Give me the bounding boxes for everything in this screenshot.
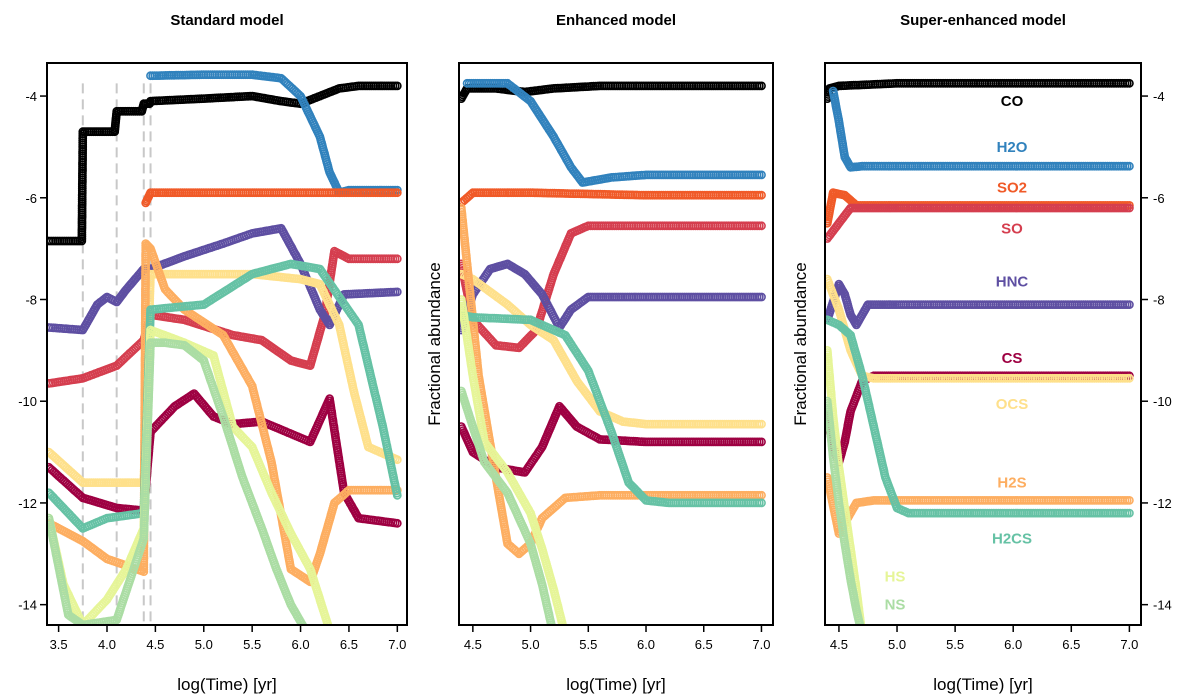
data-point	[392, 518, 402, 528]
series-so2	[459, 188, 766, 208]
series-co	[47, 81, 402, 246]
data-point	[306, 628, 313, 635]
data-point	[561, 630, 568, 637]
data-point	[561, 627, 568, 634]
data-point	[582, 293, 591, 303]
series-hnc	[47, 223, 402, 335]
y-tick-label: -12	[18, 496, 37, 511]
data-point	[757, 437, 766, 447]
data-point	[326, 627, 333, 634]
data-point	[757, 81, 766, 91]
x-tick-label: 5.0	[195, 637, 213, 652]
data-point	[302, 627, 309, 634]
series-ns	[459, 386, 556, 625]
series-cs	[459, 401, 766, 477]
series-so2	[141, 188, 402, 208]
series-ns	[47, 338, 323, 639]
data-point	[392, 254, 402, 264]
data-point	[757, 190, 766, 200]
series-so	[459, 221, 766, 353]
data-point	[392, 490, 402, 500]
data-point	[324, 621, 333, 625]
x-tick-label: 3.5	[50, 637, 68, 652]
x-tick-label: 5.5	[243, 637, 261, 652]
data-point	[299, 622, 308, 625]
data-point	[312, 630, 319, 637]
x-tick-label: 6.0	[292, 637, 310, 652]
data-point	[310, 629, 317, 636]
data-point	[314, 631, 321, 638]
data-point	[392, 188, 402, 198]
series-hs	[459, 295, 569, 639]
data-point	[561, 624, 566, 625]
x-tick-label: 6.5	[340, 637, 358, 652]
data-point	[392, 287, 402, 297]
data-point	[304, 627, 311, 634]
y-tick-label: -14	[18, 598, 37, 613]
panel-title: Standard model	[170, 12, 283, 29]
y-tick-label: -6	[25, 191, 37, 206]
data-point	[757, 419, 766, 429]
panels: Standard model 3.5 4.0 4.5 5.0 5.5 6.0 6.5 7.0 -4…	[18, 12, 1172, 694]
y-tick-label: -4	[25, 89, 37, 104]
series-h2cs	[459, 310, 766, 508]
x-tick-label: 7.0	[388, 637, 406, 652]
data-point	[308, 629, 315, 636]
panel-title: Enhanced model	[556, 12, 676, 29]
plot-area	[47, 70, 402, 639]
data-point	[757, 498, 766, 508]
x-axis-label: log(Time) [yr]	[177, 675, 277, 694]
panel-1: Standard model 3.5 4.0 4.5 5.0 5.5 6.0 6.5 7.0 -4…	[18, 12, 408, 694]
data-point	[562, 632, 569, 639]
y-tick-label: -8	[25, 292, 37, 307]
data-point	[392, 81, 402, 91]
data-point	[757, 170, 766, 180]
y-tick-label: -10	[18, 394, 37, 409]
data-point	[757, 292, 766, 302]
data-point	[757, 221, 766, 231]
x-tick-label: 4.0	[98, 637, 116, 652]
plot-area	[459, 78, 766, 639]
series-co	[459, 81, 766, 103]
series-h2o	[462, 78, 766, 187]
data-point	[559, 622, 568, 625]
x-tick-label: 4.5	[146, 637, 164, 652]
data-point	[316, 632, 323, 639]
plot-frame	[46, 62, 408, 626]
data-point	[76, 619, 86, 625]
